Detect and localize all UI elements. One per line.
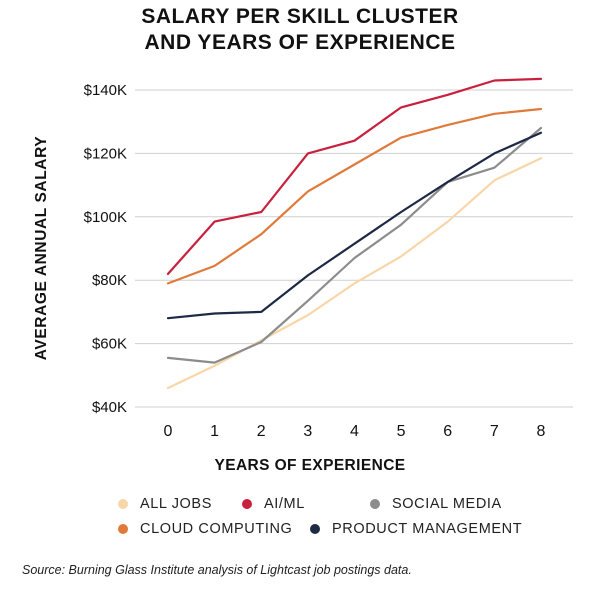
series-line-all-jobs [166, 157, 543, 390]
series-line-cloud-computing [166, 107, 543, 285]
legend-label: PRODUCT MANAGEMENT [332, 521, 523, 537]
legend-item: SOCIAL MEDIA [370, 496, 502, 512]
series-line-social-media [166, 126, 543, 364]
chart-title: SALARY PER SKILL CLUSTER AND YEARS OF EX… [0, 4, 600, 56]
x-tick-label: 5 [397, 423, 406, 440]
legend-swatch [370, 499, 380, 509]
legend-item: AI/ML [242, 496, 305, 512]
series-line-ai-ml [166, 77, 543, 275]
legend-label: CLOUD COMPUTING [140, 521, 293, 537]
x-tick-label: 0 [164, 423, 173, 440]
chart-title-line-1: SALARY PER SKILL CLUSTER [141, 5, 459, 28]
legend: ALL JOBS AI/ML SOCIAL MEDIA CLOUD COMPUTING… [118, 496, 578, 546]
line-chart: $40K $60K $80K $100K $120K $140K 0 1 2 3 4 5 6 7 8 AV… [33, 77, 573, 474]
grid-lines [135, 89, 573, 408]
y-tick-label: $140K [84, 82, 127, 99]
series-line-product-management [166, 131, 543, 320]
legend-swatch [118, 499, 128, 509]
legend-item: CLOUD COMPUTING [118, 521, 292, 537]
x-tick-label: 8 [537, 423, 546, 440]
y-tick-label: $100K [84, 209, 127, 226]
y-axis-label: AVERAGE ANNUAL SALARY [33, 136, 50, 361]
y-tick-label: $60K [92, 336, 127, 353]
legend-label: SOCIAL MEDIA [392, 496, 502, 512]
legend-item: PRODUCT MANAGEMENT [310, 521, 522, 537]
legend-item: ALL JOBS [118, 496, 212, 512]
y-tick-label: $120K [84, 145, 127, 162]
x-tick-labels: 0 1 2 3 4 5 6 7 8 [164, 423, 546, 440]
y-tick-label: $80K [92, 272, 127, 289]
source-note: Source: Burning Glass Institute analysis… [22, 563, 412, 577]
x-tick-label: 1 [210, 423, 219, 440]
x-tick-label: 6 [443, 423, 452, 440]
legend-swatch [310, 524, 320, 534]
chart-title-line-2: AND YEARS OF EXPERIENCE [144, 31, 456, 54]
y-tick-labels: $40K $60K $80K $100K $120K $140K [84, 82, 127, 416]
legend-label: ALL JOBS [140, 496, 212, 512]
x-tick-label: 4 [350, 423, 359, 440]
x-tick-label: 7 [490, 423, 499, 440]
y-tick-label: $40K [92, 399, 127, 416]
x-tick-label: 2 [257, 423, 266, 440]
legend-swatch [242, 499, 252, 509]
legend-label: AI/ML [264, 496, 305, 512]
series-lines [166, 77, 543, 390]
x-axis-label: YEARS OF EXPERIENCE [214, 457, 405, 474]
x-tick-label: 3 [303, 423, 312, 440]
legend-swatch [118, 524, 128, 534]
